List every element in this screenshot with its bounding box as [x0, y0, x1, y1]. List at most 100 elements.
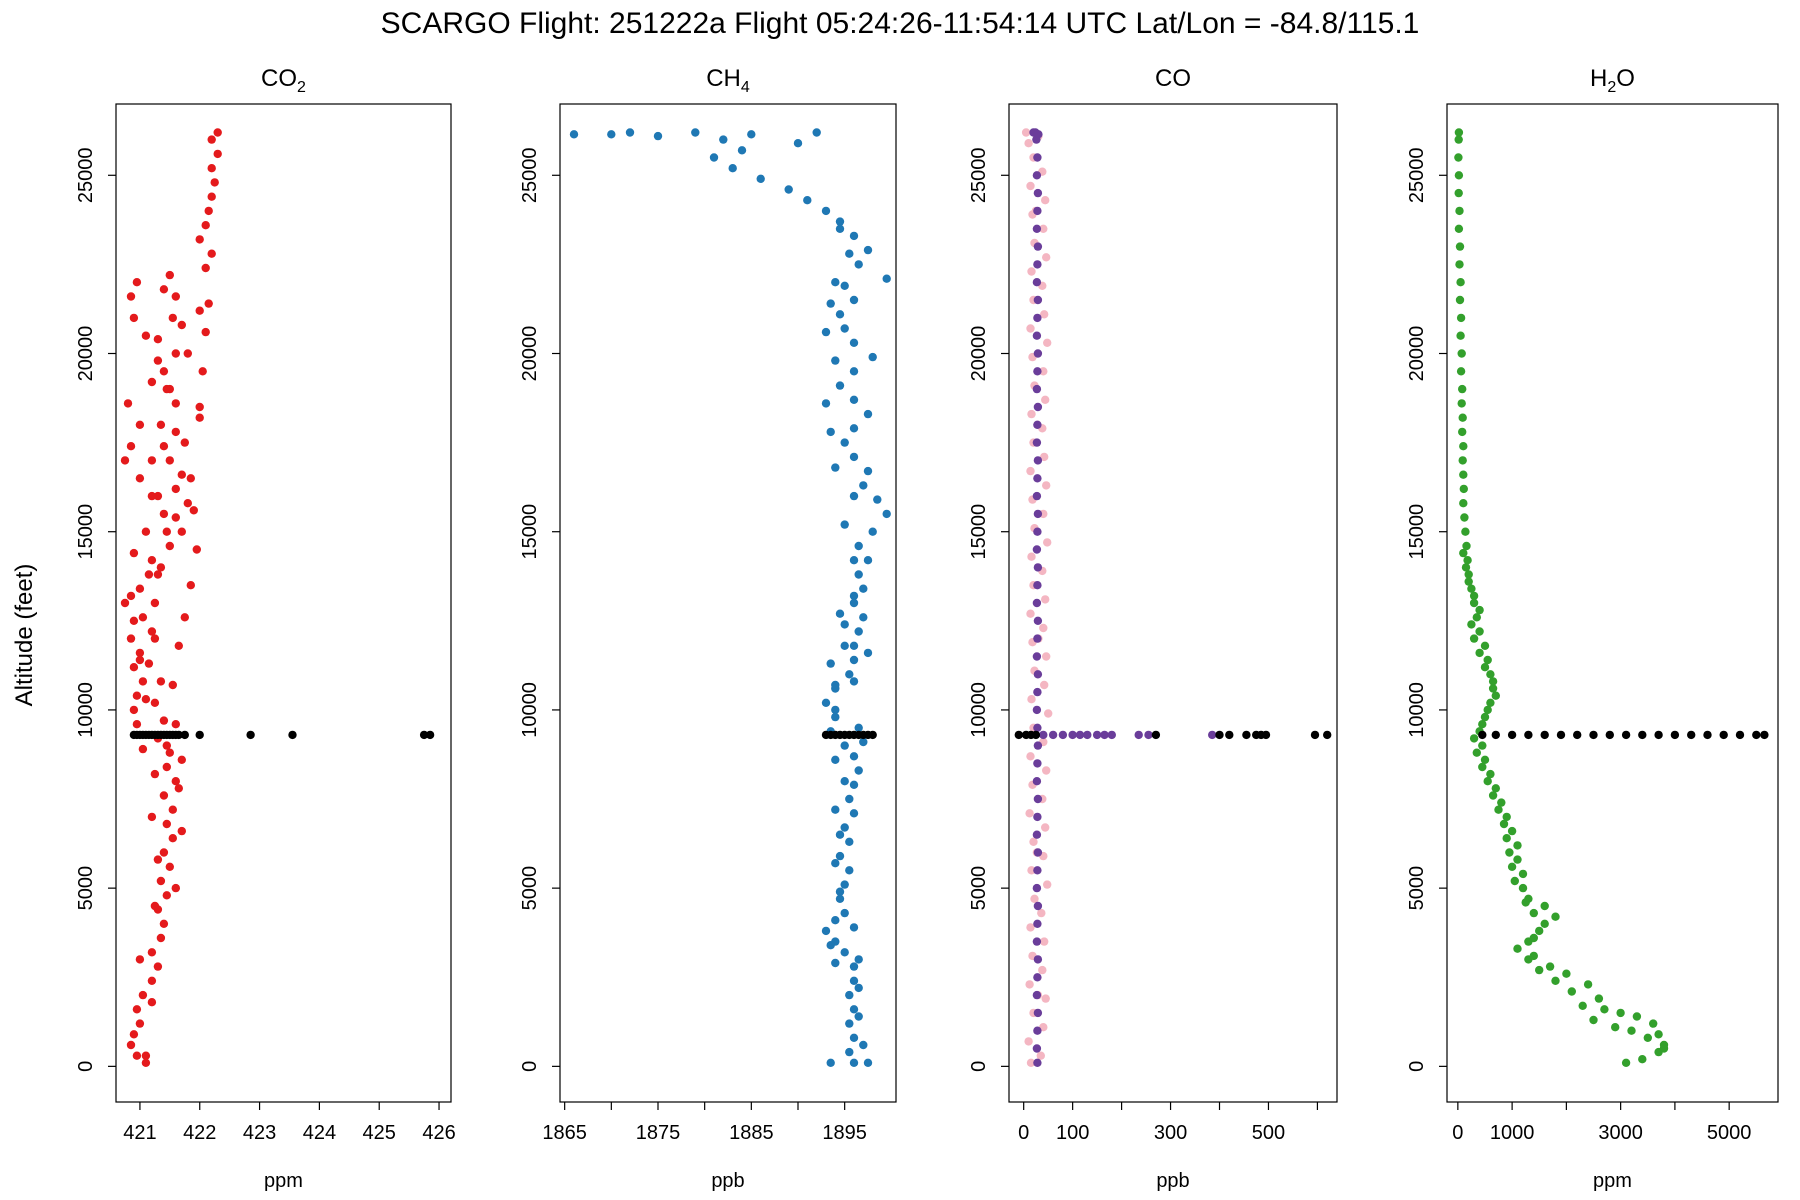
data-point — [129, 616, 139, 625]
data-point — [210, 178, 219, 187]
data-point — [849, 641, 859, 650]
data-point — [826, 941, 835, 950]
data-point — [1616, 1008, 1625, 1018]
data-point — [1486, 698, 1495, 707]
figure-title: SCARGO Flight: 251222a Flight 05:24:26-1… — [381, 7, 1420, 40]
data-point — [849, 962, 859, 971]
data-point — [1107, 730, 1117, 740]
data-point — [607, 130, 616, 139]
data-point — [1502, 812, 1511, 822]
data-point — [1461, 563, 1471, 572]
panel-co: CO 0 5000 10000 15000 20000 25000 0 100 300 500 ppb — [968, 65, 1338, 1192]
data-point — [840, 880, 849, 889]
panel-title-ch4: CH4 — [706, 65, 750, 96]
data-point — [653, 131, 663, 141]
data-point — [183, 349, 192, 358]
series-ch4 — [821, 730, 877, 740]
data-point — [177, 527, 186, 536]
data-point — [849, 556, 859, 565]
data-point — [840, 438, 849, 447]
data-point — [1040, 452, 1049, 462]
data-point — [138, 744, 148, 754]
series-co2 — [129, 730, 435, 740]
data-point — [195, 235, 204, 244]
data-point — [1032, 224, 1042, 233]
data-point — [845, 1047, 854, 1057]
data-point — [1026, 324, 1035, 333]
series-co — [1014, 730, 1332, 740]
data-point — [120, 456, 130, 465]
data-point — [1033, 955, 1043, 964]
data-point — [1040, 937, 1049, 946]
data-point — [138, 990, 148, 1000]
panel-title-main: CO — [1155, 65, 1191, 92]
data-point — [845, 1019, 854, 1028]
data-point — [1083, 730, 1092, 740]
data-point — [168, 834, 177, 843]
x-tick-label-co2: 426 — [422, 1122, 455, 1144]
x-tick-label-co2: 422 — [183, 1122, 216, 1144]
data-point — [873, 495, 882, 504]
data-point — [1643, 1033, 1653, 1043]
data-point — [1494, 805, 1503, 814]
data-point — [859, 737, 868, 747]
data-point — [1486, 769, 1495, 779]
data-point — [826, 1058, 835, 1068]
data-point — [162, 762, 171, 772]
data-point — [1475, 627, 1484, 636]
data-point — [859, 584, 868, 593]
data-point — [1048, 730, 1058, 740]
data-point — [840, 777, 849, 786]
data-point — [1033, 260, 1042, 269]
data-point — [1505, 848, 1514, 857]
data-point — [1578, 1001, 1587, 1010]
data-point — [147, 976, 157, 985]
data-point — [1654, 730, 1663, 740]
data-point — [845, 990, 854, 1000]
data-point — [1456, 331, 1465, 340]
panel-h2o: H2O 0 5000 10000 15000 20000 25000 0 1000 3000 500… — [1406, 65, 1779, 1192]
data-point — [153, 356, 163, 365]
data-point — [213, 149, 222, 159]
panel-title-main: CH — [706, 65, 741, 92]
data-point — [1261, 730, 1271, 740]
data-point — [1033, 670, 1043, 679]
y-tick-label-ch4: 15000 — [519, 504, 541, 560]
data-point — [135, 1019, 145, 1028]
data-point — [863, 409, 873, 419]
data-point — [171, 777, 180, 786]
data-point — [1027, 267, 1036, 276]
data-point — [625, 128, 635, 137]
data-point — [1454, 128, 1464, 137]
data-point — [159, 716, 169, 725]
data-point — [1033, 474, 1042, 483]
data-point — [162, 384, 171, 394]
data-point — [189, 506, 198, 515]
data-point — [1480, 712, 1490, 722]
data-point — [1032, 777, 1042, 786]
series-h2o — [1478, 730, 1769, 740]
data-point — [1478, 730, 1487, 740]
data-point — [1030, 894, 1039, 903]
data-point — [1032, 598, 1042, 608]
data-point — [171, 883, 180, 893]
data-point — [1454, 153, 1463, 162]
y-tick-label-co: 20000 — [968, 326, 990, 382]
data-point — [162, 891, 171, 900]
data-point — [1042, 766, 1051, 775]
data-point — [868, 527, 877, 536]
data-point — [144, 570, 154, 579]
data-point — [1760, 730, 1769, 740]
data-point — [1457, 399, 1466, 408]
data-point — [135, 655, 145, 665]
data-point — [180, 730, 189, 740]
data-point — [1735, 730, 1745, 740]
data-point — [150, 901, 160, 911]
data-point — [1032, 652, 1042, 661]
data-point — [831, 712, 840, 722]
data-point — [1510, 876, 1520, 886]
data-point — [831, 356, 840, 365]
data-point — [171, 349, 180, 358]
